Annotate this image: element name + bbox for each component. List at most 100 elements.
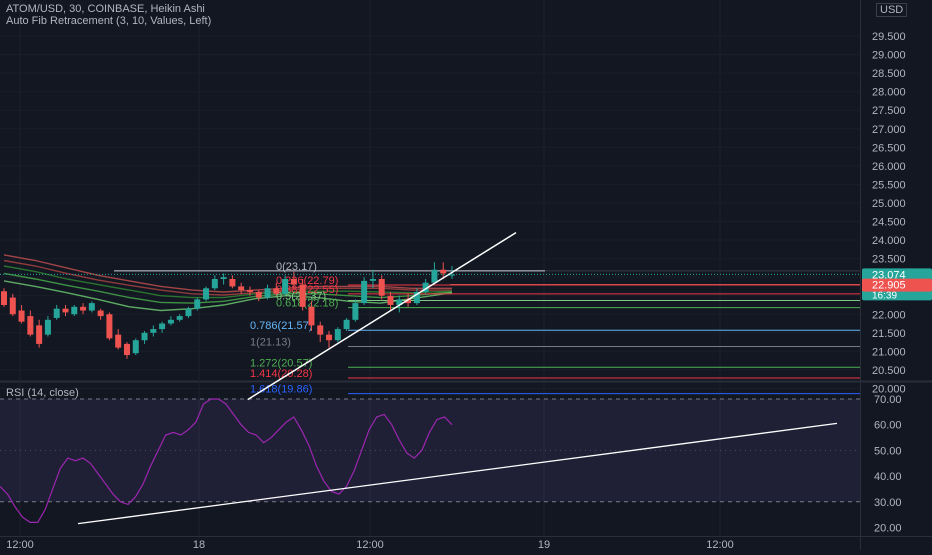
rsi-tick-5: 20.00 (874, 523, 902, 535)
candle-body-31 (273, 288, 280, 294)
fib-label-7: 1.272(20.57) (250, 357, 312, 369)
fib-label-9: 1.618(19.86) (250, 384, 312, 396)
ribbon-band-0 (3, 254, 452, 293)
candle-body-42 (369, 279, 376, 281)
price-tick-17: 21.000 (872, 346, 906, 358)
time-tick-2: 12:00 (356, 539, 384, 550)
candle-body-22 (194, 299, 201, 309)
candle-body-5 (44, 319, 51, 335)
candle-body-51 (449, 274, 455, 276)
candle-body-29 (255, 291, 262, 298)
sell-price-tag (862, 278, 932, 292)
price-tick-4: 27.500 (872, 105, 906, 117)
candle-body-28 (246, 290, 253, 292)
rsi-tick-4: 30.00 (874, 497, 902, 509)
time-tick-0: 12:00 (6, 539, 34, 550)
symbol-legend[interactable]: ATOM/USD, 30, COINBASE, Heikin Ashi (6, 3, 205, 15)
fib-label-2: 0.382(22.55) (276, 284, 338, 296)
candle-body-3 (27, 316, 34, 335)
candle-body-35 (308, 306, 315, 326)
candle-body-9 (80, 306, 87, 311)
fib-label-0: 0(23.17) (276, 261, 317, 273)
candle-body-38 (334, 329, 341, 341)
candle-body-49 (431, 269, 438, 283)
price-tick-15: 22.000 (872, 309, 906, 321)
candle-body-2 (18, 310, 25, 322)
candle-body-43 (378, 279, 385, 296)
sell-price-value: 22.905 (872, 280, 906, 292)
price-tick-3: 28.000 (872, 87, 906, 99)
candle-body-1 (9, 297, 16, 315)
price-tick-1: 29.000 (872, 50, 906, 62)
time-tick-3: 19 (538, 539, 550, 550)
candle-body-37 (326, 334, 333, 341)
time-tick-1: 18 (193, 539, 205, 550)
candle-body-48 (422, 282, 429, 292)
rsi-tick-3: 40.00 (874, 471, 902, 483)
candle-body-4 (36, 325, 43, 344)
fib-label-6: 1(21.13) (250, 337, 291, 349)
price-tick-16: 21.500 (872, 328, 906, 340)
candle-body-40 (352, 303, 359, 320)
candle-body-6 (53, 308, 60, 318)
rsi-tick-2: 50.00 (874, 445, 902, 457)
candle-body-46 (405, 299, 412, 304)
candle-body-45 (396, 299, 403, 305)
rsi-tick-0: 70.00 (874, 394, 902, 406)
indicator-legend[interactable]: Auto Fib Retracement (3, 10, Values, Lef… (6, 15, 212, 27)
candle-body-24 (211, 279, 218, 289)
fib-label-4: 0.618(22.18) (276, 298, 338, 310)
rsi-trendline (77, 422, 838, 525)
rsi-line (0, 398, 453, 524)
candle-body-34 (299, 284, 306, 307)
candle-body-32 (282, 279, 289, 294)
ribbon-band-4 (3, 280, 453, 312)
candle-body-25 (220, 277, 227, 280)
candle-body-23 (203, 288, 210, 300)
candle-body-16 (141, 332, 148, 341)
candle-body-15 (132, 340, 139, 354)
fib-label-5: 0.786(21.57) (250, 320, 312, 332)
price-tick-11: 24.000 (872, 235, 906, 247)
candle-body-20 (176, 316, 183, 320)
candle-body-11 (97, 310, 104, 317)
candle-body-39 (343, 319, 350, 330)
price-tick-10: 24.500 (872, 217, 906, 229)
candle-body-41 (361, 280, 368, 304)
price-tick-9: 25.000 (872, 198, 906, 210)
last-price-countdown: 16:39 (872, 290, 897, 301)
ribbon-band-2 (3, 265, 453, 299)
candle-body-14 (123, 343, 130, 356)
candle-body-47 (413, 291, 420, 304)
time-tick-4: 12:00 (706, 539, 734, 550)
currency-button[interactable]: USD (876, 3, 908, 17)
candle-body-26 (229, 279, 236, 287)
candle-body-27 (238, 286, 245, 291)
candle-body-12 (106, 314, 113, 339)
price-tick-0: 29.500 (872, 31, 906, 43)
price-tick-8: 25.500 (872, 179, 906, 191)
ribbon-band-1 (3, 259, 452, 296)
price-tick-12: 23.500 (872, 254, 906, 266)
fib-label-8: 1.414(20.28) (250, 368, 312, 380)
candle-body-18 (159, 323, 166, 330)
price-tick-18: 20.500 (872, 365, 906, 377)
price-tick-6: 26.500 (872, 142, 906, 154)
candle-body-50 (440, 269, 447, 274)
price-tick-7: 26.000 (872, 161, 906, 173)
candle-body-33 (290, 279, 297, 285)
price-tick-2: 28.500 (872, 68, 906, 80)
candle-body-0 (1, 291, 7, 305)
price-tick-19: 20.000 (872, 383, 906, 395)
candle-body-19 (167, 319, 174, 324)
candle-body-7 (62, 308, 69, 313)
candle-body-36 (317, 325, 324, 335)
candle-body-13 (115, 334, 122, 348)
rsi-legend[interactable]: RSI (14, close) (6, 387, 79, 399)
candle-body-44 (387, 295, 394, 305)
candle-body-21 (185, 308, 192, 317)
price-tick-5: 27.000 (872, 124, 906, 136)
candle-body-10 (88, 303, 95, 311)
